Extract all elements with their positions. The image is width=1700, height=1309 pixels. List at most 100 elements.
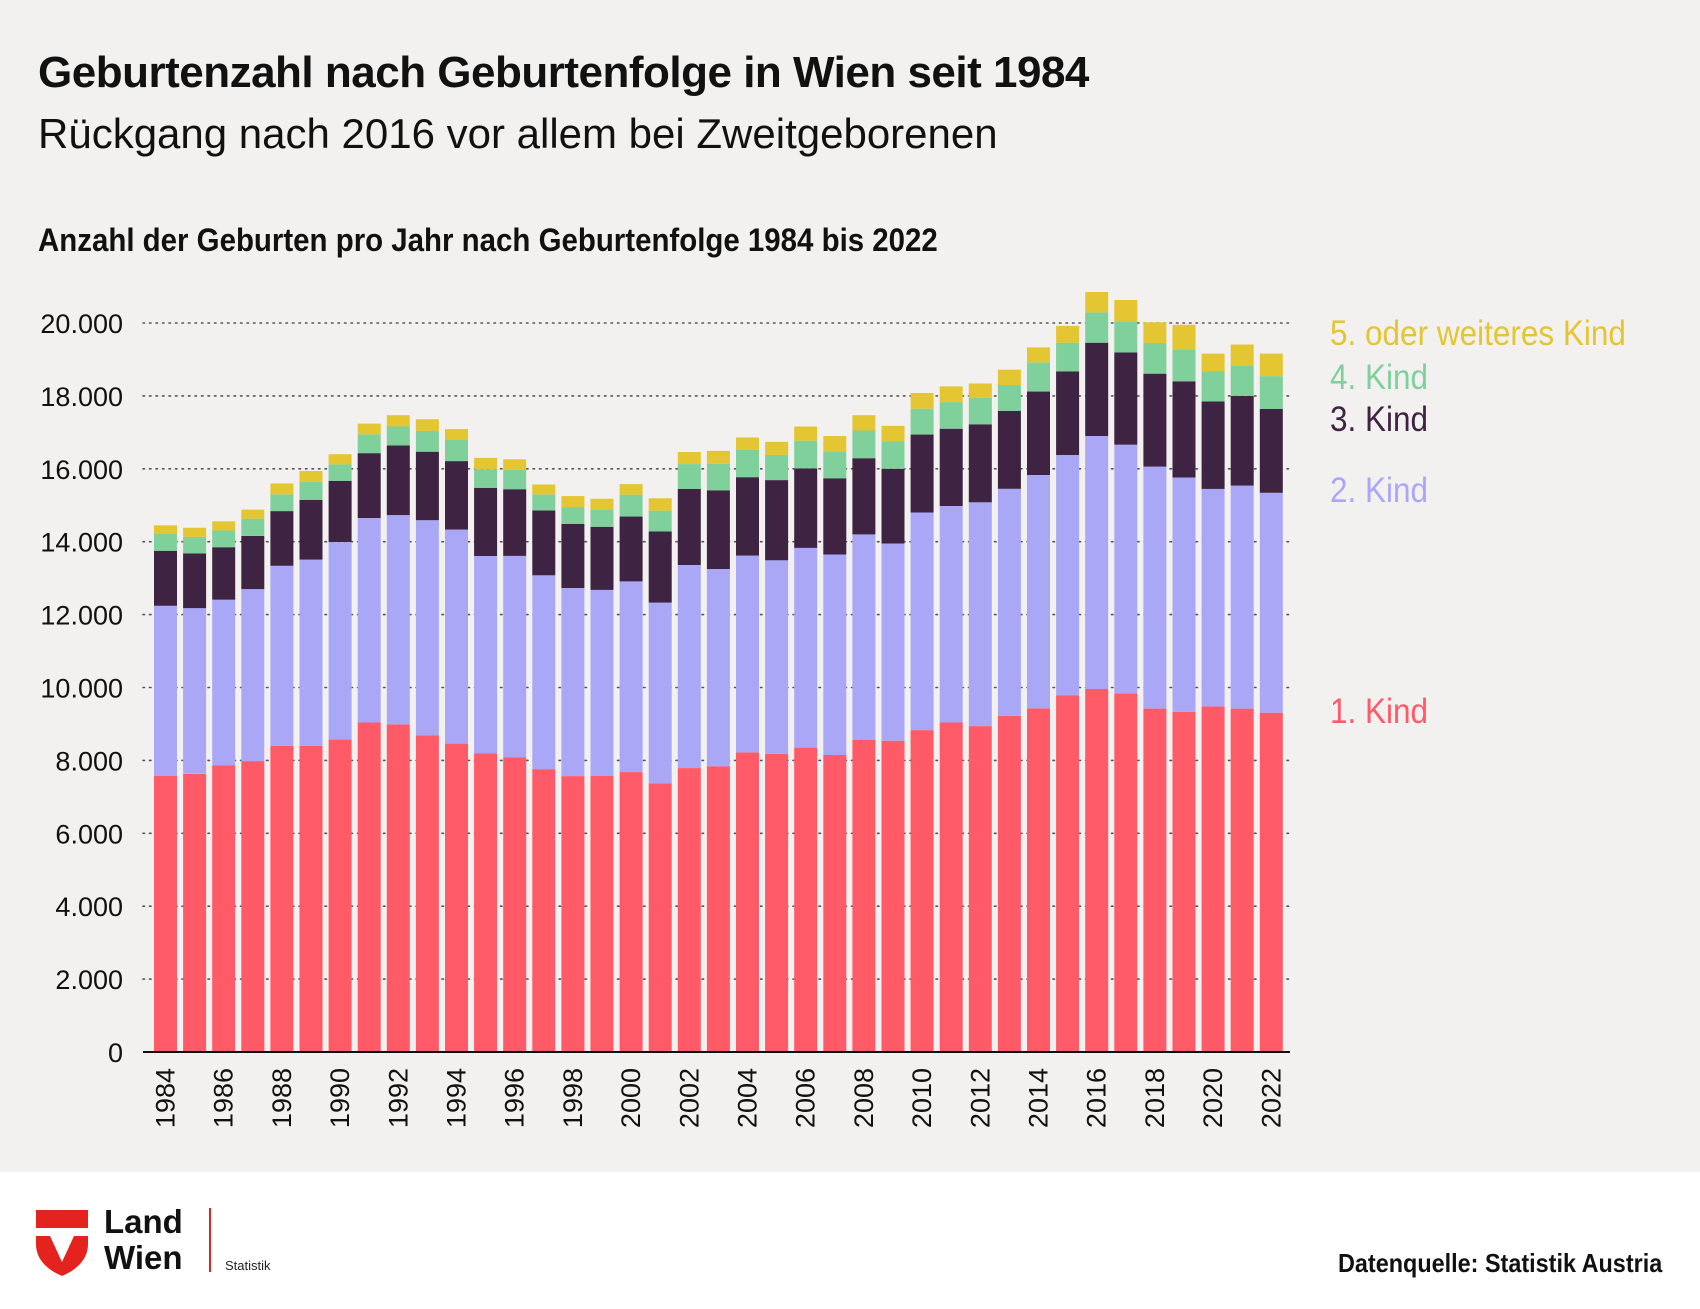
bar-segment-kind2-1996 <box>503 555 527 758</box>
bar-segment-kind2-1990 <box>328 542 352 740</box>
bar-segment-kind5-2022 <box>1259 353 1283 377</box>
bar-segment-kind5-2011 <box>939 386 963 403</box>
bar-segment-kind1-2016 <box>1085 689 1109 1052</box>
y-tick-label: 14.000 <box>40 528 123 558</box>
bar-segment-kind2-2016 <box>1085 436 1109 689</box>
bar-segment-kind4-2008 <box>852 430 876 459</box>
bar-segment-kind2-2017 <box>1114 444 1138 694</box>
bar-segment-kind1-2003 <box>706 766 730 1052</box>
bar-segment-kind2-1987 <box>241 589 265 762</box>
bar-segment-kind3-2021 <box>1230 395 1254 486</box>
bar-segment-kind2-1989 <box>299 559 323 746</box>
x-tick-label: 1990 <box>325 1068 355 1128</box>
bar-segment-kind4-1999 <box>590 509 614 527</box>
bar-segment-kind2-1985 <box>183 608 207 774</box>
bar-segment-kind2-2022 <box>1259 492 1283 713</box>
bar-segment-kind5-1990 <box>328 454 352 465</box>
bar-segment-kind2-2002 <box>677 565 701 768</box>
footer: Land Wien Statistik Datenquelle: Statist… <box>0 1172 1700 1309</box>
bar-segment-kind1-2001 <box>648 783 672 1052</box>
bar-segment-kind1-2010 <box>910 730 934 1052</box>
legend-item-kind3: 3. Kind <box>1330 400 1429 439</box>
chart-heading: Anzahl der Geburten pro Jahr nach Geburt… <box>38 222 938 258</box>
data-source: Datenquelle: Statistik Austria <box>1337 1248 1662 1278</box>
bar-segment-kind4-2006 <box>794 440 818 469</box>
bar-segment-kind2-1997 <box>532 575 556 770</box>
bar-segment-kind2-1992 <box>386 515 410 725</box>
bars <box>154 292 1283 1052</box>
bar-segment-kind4-2020 <box>1201 371 1225 402</box>
axes: 0 2.000 4.000 6.000 8.000 10.000 12.000 14.000 1… <box>40 309 1290 1128</box>
x-tick-label: 1984 <box>151 1068 181 1128</box>
x-tick-label: 2016 <box>1082 1068 1112 1128</box>
bar-segment-kind1-1996 <box>503 757 527 1052</box>
bar-segment-kind3-2011 <box>939 428 963 506</box>
x-tick-label: 1996 <box>500 1068 530 1128</box>
bar-segment-kind1-2012 <box>968 726 992 1052</box>
y-tick-label: 8.000 <box>55 746 123 776</box>
bar-segment-kind5-1988 <box>270 483 294 495</box>
bar-segment-kind5-2021 <box>1230 344 1254 366</box>
bar-segment-kind1-2006 <box>794 747 818 1052</box>
bar-segment-kind4-1988 <box>270 494 294 512</box>
bar-segment-kind1-1988 <box>270 745 294 1052</box>
x-tick-label: 1986 <box>209 1068 239 1128</box>
x-tick-label: 2002 <box>674 1068 704 1128</box>
x-tick-label: 2008 <box>849 1068 879 1128</box>
bar-segment-kind5-2019 <box>1172 324 1196 350</box>
bar-segment-kind2-1994 <box>445 529 468 744</box>
bar-segment-kind4-2001 <box>648 510 672 532</box>
bar-segment-kind4-1995 <box>474 469 498 488</box>
bar-segment-kind2-2004 <box>736 555 759 753</box>
bar-segment-kind5-1987 <box>241 509 265 519</box>
bar-segment-kind5-2017 <box>1114 300 1138 322</box>
bar-segment-kind2-2019 <box>1172 477 1196 712</box>
bar-segment-kind1-2015 <box>1056 695 1080 1052</box>
bar-segment-kind2-2013 <box>997 488 1021 716</box>
bar-segment-kind1-1993 <box>415 735 439 1052</box>
bar-segment-kind5-2014 <box>1027 347 1050 363</box>
bar-segment-kind1-1998 <box>561 776 585 1052</box>
bar-segment-kind3-1997 <box>532 510 556 576</box>
bar-segment-kind4-2002 <box>677 464 701 489</box>
bar-segment-kind5-2018 <box>1143 322 1167 344</box>
bar-segment-kind4-1998 <box>561 507 585 524</box>
bar-segment-kind3-2017 <box>1114 352 1138 445</box>
bar-segment-kind4-1986 <box>212 530 236 548</box>
bar-segment-kind2-2008 <box>852 534 876 740</box>
bar-segment-kind3-2000 <box>619 516 643 582</box>
bar-segment-kind1-2021 <box>1230 708 1254 1052</box>
bar-segment-kind5-2010 <box>910 393 934 409</box>
bar-segment-kind3-1991 <box>357 453 381 518</box>
bar-segment-kind4-2011 <box>939 402 963 429</box>
bar-segment-kind5-2007 <box>823 436 847 452</box>
bar-segment-kind3-2007 <box>823 478 847 555</box>
bar-segment-kind1-2000 <box>619 772 643 1052</box>
bar-segment-kind1-2007 <box>823 754 847 1052</box>
bar-segment-kind2-2012 <box>968 502 992 727</box>
legend-item-kind4: 4. Kind <box>1330 358 1429 397</box>
bar-segment-kind5-1999 <box>590 498 614 510</box>
logo-line-land: Land <box>104 1203 183 1240</box>
bar-segment-kind3-1993 <box>415 451 439 521</box>
bar-segment-kind3-2019 <box>1172 381 1196 478</box>
bar-segment-kind3-2003 <box>706 490 730 569</box>
bar-segment-kind3-1992 <box>386 445 410 516</box>
bar-segment-kind4-1987 <box>241 518 265 536</box>
bar-segment-kind5-1995 <box>474 457 498 470</box>
bar-segment-kind3-2004 <box>736 477 759 556</box>
bar-segment-kind4-2013 <box>997 385 1021 411</box>
bar-segment-kind2-2005 <box>765 560 789 754</box>
bar-segment-kind3-1995 <box>474 487 498 556</box>
bar-segment-kind3-2010 <box>910 434 934 513</box>
bar-segment-kind3-2002 <box>677 488 701 565</box>
x-tick-label: 2004 <box>733 1068 763 1128</box>
bar-segment-kind4-2019 <box>1172 349 1196 382</box>
bar-segment-kind1-1984 <box>154 775 177 1052</box>
bar-segment-kind1-1985 <box>183 773 207 1052</box>
stacked-bar-chart: 0 2.000 4.000 6.000 8.000 10.000 12.000 14.000 1… <box>40 292 1291 1128</box>
bar-segment-kind3-2016 <box>1085 342 1109 436</box>
bar-segment-kind5-1998 <box>561 496 585 507</box>
x-tick-label: 1998 <box>558 1068 588 1128</box>
bar-segment-kind2-2011 <box>939 506 963 723</box>
